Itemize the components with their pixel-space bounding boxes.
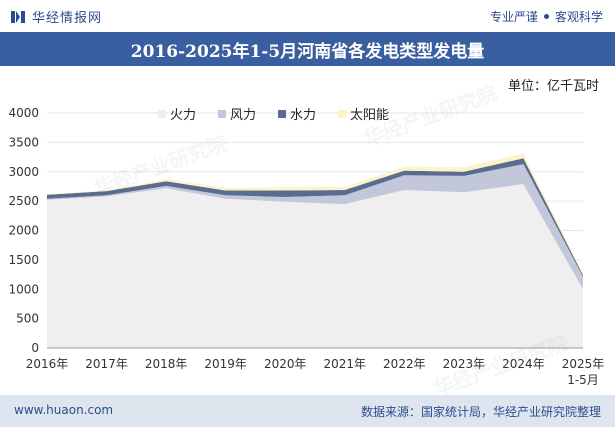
area-series-1	[47, 184, 583, 348]
y-tick-label: 2500	[8, 194, 39, 208]
legend: 火力 风力 水力 太阳能	[158, 104, 389, 123]
area-series-4	[47, 153, 583, 276]
tagline-dot-icon	[543, 14, 549, 19]
area-series-2	[47, 164, 583, 290]
legend-label: 风力	[230, 108, 257, 123]
chart-title: 2016-2025年1-5月河南省各发电类型发电量	[130, 41, 485, 62]
brand[interactable]: 华经情报网	[10, 7, 102, 26]
x-tick-label: 2016年	[26, 357, 69, 371]
legend-swatch	[158, 109, 166, 118]
brand-name: 华经情报网	[32, 11, 103, 26]
tagline-left: 专业严谨	[489, 10, 538, 24]
legend-item-2[interactable]: 风力	[218, 104, 256, 123]
x-tick-label: 2021年	[324, 357, 367, 371]
tagline-right: 客观科学	[554, 10, 603, 24]
legend-label: 水力	[290, 108, 317, 123]
x-tick-label: 2022年	[383, 357, 426, 371]
legend-swatch	[338, 109, 347, 118]
tagline: 专业严谨 客观科学	[490, 8, 603, 25]
x-tick-label: 2023年	[443, 357, 486, 371]
legend-swatch	[218, 109, 227, 118]
legend-item-4[interactable]: 太阳能	[338, 104, 389, 123]
legend-swatch	[278, 109, 287, 118]
legend-label: 太阳能	[350, 108, 390, 123]
title-bar: 2016-2025年1-5月河南省各发电类型发电量	[0, 32, 615, 66]
brand-logo-icon	[11, 10, 25, 23]
area-layer	[47, 153, 583, 348]
chart-svg: 0 500 1000 1500 2000 2500 3000 3500 4000 2016年 201…	[8, 106, 604, 387]
y-tick-label: 3000	[8, 165, 39, 179]
y-tick-label: 0	[31, 341, 39, 355]
x-tick-label: 2017年	[85, 357, 128, 371]
unit-label: 单位：亿千瓦时	[507, 79, 599, 94]
legend-item-1[interactable]: 火力	[158, 104, 196, 123]
x-tick-label: 2020年	[264, 357, 307, 371]
footer-website[interactable]: www.huaon.com	[14, 403, 114, 417]
area-series-3	[47, 158, 583, 277]
y-tick-label: 500	[16, 312, 39, 326]
legend-label: 火力	[170, 108, 197, 123]
y-tick-label: 3500	[8, 135, 39, 149]
x-tick-label: 2025年 1-5月	[562, 357, 605, 387]
y-tick-label: 4000	[8, 106, 39, 120]
y-tick-label: 1000	[8, 282, 39, 296]
top-bar: 华经情报网 专业严谨 客观科学	[0, 0, 615, 30]
axis-layer: 0 500 1000 1500 2000 2500 3000 3500 4000 2016年 201…	[8, 106, 604, 387]
footer-source: 数据来源：国家统计局，华经产业研究院整理	[360, 405, 601, 419]
x-tick-label: 2024年	[502, 357, 545, 371]
legend-item-3[interactable]: 水力	[278, 104, 316, 123]
y-tick-label: 2000	[8, 224, 39, 238]
x-tick-label: 2018年	[145, 357, 188, 371]
y-tick-label: 1500	[8, 253, 39, 267]
x-tick-label: 2019年	[204, 357, 247, 371]
footer: www.huaon.com 数据来源：国家统计局，华经产业研究院整理	[0, 395, 615, 427]
